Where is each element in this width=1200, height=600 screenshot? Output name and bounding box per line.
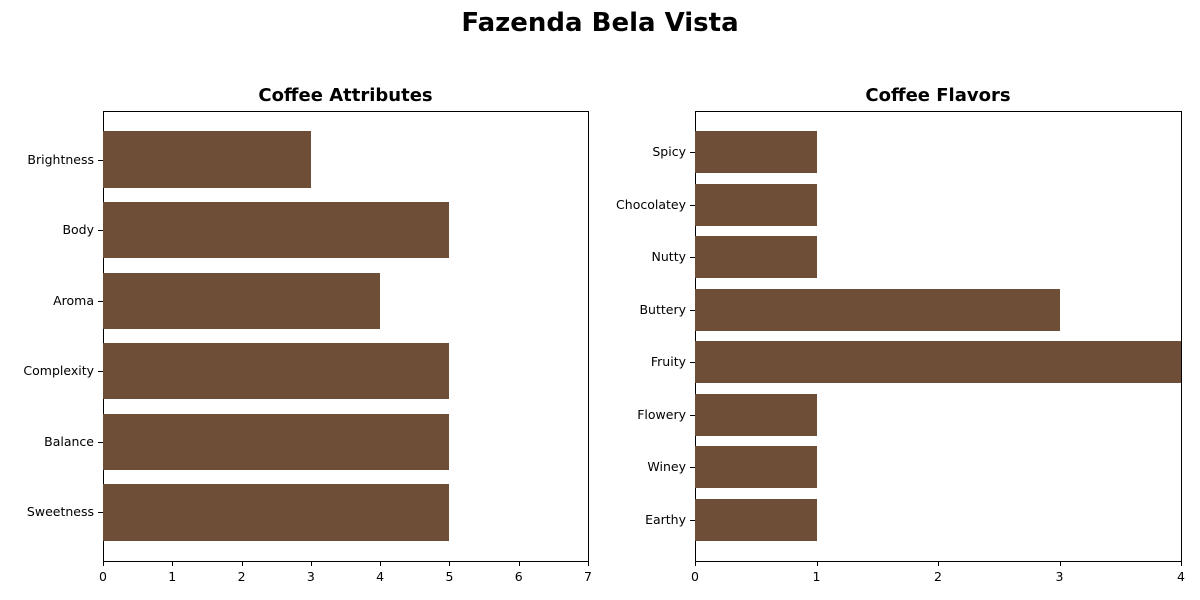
plot-area <box>103 111 589 562</box>
y-tick <box>690 519 695 521</box>
x-tick-label: 6 <box>514 569 523 584</box>
x-tick <box>518 561 520 566</box>
chart-title: Coffee Attributes <box>258 85 433 106</box>
y-tick-label: Spicy <box>652 144 686 160</box>
y-tick-label: Winey <box>647 459 686 475</box>
y-tick-label: Complexity <box>23 363 94 379</box>
y-tick <box>690 257 695 259</box>
x-tick-label: 3 <box>1055 569 1064 584</box>
y-tick <box>98 512 103 514</box>
bar-spicy <box>695 131 817 174</box>
x-tick-label: 4 <box>1177 569 1185 584</box>
bar-winey <box>695 446 817 489</box>
x-tick-label: 0 <box>99 569 107 584</box>
x-tick-label: 1 <box>812 569 821 584</box>
x-tick <box>1059 561 1061 566</box>
x-tick-label: 1 <box>168 569 177 584</box>
x-tick-label: 5 <box>445 569 454 584</box>
y-tick-label: Chocolatey <box>616 196 686 212</box>
x-tick-label: 2 <box>237 569 246 584</box>
y-tick-label: Fruity <box>650 354 686 370</box>
x-tick <box>449 561 451 566</box>
x-tick <box>938 561 939 566</box>
x-tick-label: 0 <box>691 569 699 584</box>
y-tick-label: Balance <box>44 433 94 449</box>
x-tick <box>172 561 174 566</box>
x-tick-label: 3 <box>306 569 315 584</box>
y-tick-label: Nutty <box>651 249 686 265</box>
bar-body <box>103 201 450 259</box>
bar-balance <box>103 413 450 470</box>
bar-earthy <box>695 498 817 541</box>
y-tick <box>690 362 695 364</box>
y-tick <box>690 309 695 311</box>
bar-complexity <box>103 343 450 400</box>
y-tick <box>98 230 103 232</box>
y-tick <box>690 152 695 154</box>
y-tick-label: Flowery <box>637 406 686 422</box>
y-tick-label: Sweetness <box>26 504 94 520</box>
x-tick <box>241 561 243 566</box>
x-tick <box>380 561 382 566</box>
x-tick-label: 7 <box>584 569 592 584</box>
bar-brightness <box>103 131 311 188</box>
y-tick <box>690 414 695 416</box>
x-tick <box>310 561 312 566</box>
y-tick-label: Body <box>62 222 94 238</box>
bar-aroma <box>103 272 381 329</box>
bar-flowery <box>695 393 817 436</box>
y-tick-label: Earthy <box>645 511 686 527</box>
plot-area <box>695 111 1182 562</box>
x-tick <box>103 561 104 566</box>
y-tick-label: Aroma <box>53 292 94 308</box>
x-tick-label: 2 <box>934 569 942 584</box>
y-tick <box>98 441 103 443</box>
y-tick <box>98 159 103 161</box>
figure-title: Fazenda Bela Vista <box>461 8 739 38</box>
bar-chocolatey <box>695 183 817 226</box>
y-tick-label: Brightness <box>27 151 94 167</box>
bar-buttery <box>695 288 1060 331</box>
bar-fruity <box>695 341 1181 384</box>
y-tick <box>690 204 695 206</box>
y-tick <box>690 467 695 469</box>
y-tick-label: Buttery <box>639 301 686 317</box>
x-tick-label: 4 <box>376 569 385 584</box>
bar-sweetness <box>103 484 450 541</box>
x-tick <box>816 561 818 566</box>
bar-nutty <box>695 236 817 279</box>
y-tick <box>98 300 103 302</box>
x-tick <box>1181 561 1182 566</box>
chart-title: Coffee Flavors <box>865 85 1011 106</box>
y-tick <box>98 371 103 373</box>
x-tick <box>695 561 696 566</box>
x-tick <box>588 561 589 566</box>
